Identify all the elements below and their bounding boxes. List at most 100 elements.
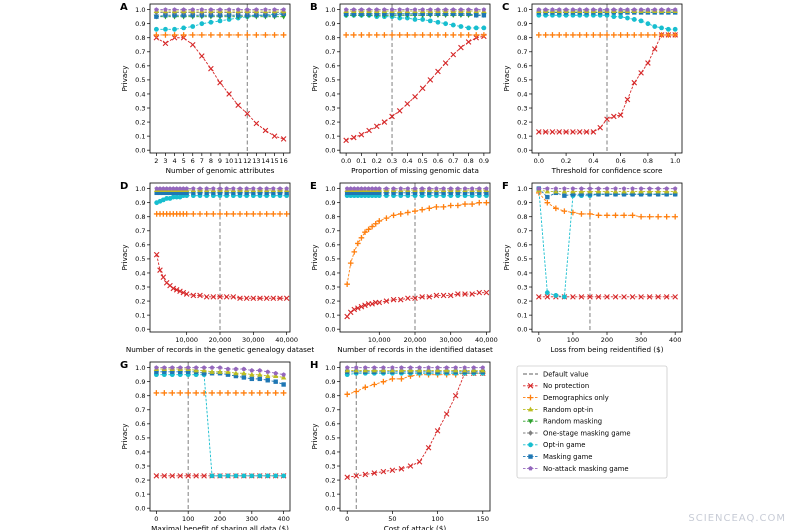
panel-d-series-masking-game	[154, 190, 289, 196]
panel-a-series-demographics-only-point	[171, 32, 178, 38]
panel-d-xtick-label: 10,000	[175, 336, 198, 344]
panel-b-series-no-attack-masking-game-point	[420, 7, 425, 12]
panel-a-series-no-protection-point	[171, 34, 178, 41]
panel-c-series-no-attack-masking-game-point	[550, 7, 555, 12]
panel-g-series-random-opt-in-point	[280, 374, 287, 380]
panel-f-series-demographics-only-point	[672, 213, 678, 220]
legend-label: No protection	[543, 382, 589, 390]
panel-f-series-masking-game-point	[604, 192, 610, 197]
panel-a-ytick-label: 0.4	[135, 90, 145, 98]
panel-b-series-no-attack-masking-game-point	[397, 7, 402, 12]
panel-b-series-no-protection-point	[396, 108, 403, 114]
legend-entry-one-stage-masking-game: One-stage masking game	[523, 429, 631, 437]
panel-c-series-no-protection-point	[570, 129, 576, 135]
panel-e-series-no-protection-point	[355, 305, 361, 311]
panel-e-series-demographics-only-point	[397, 211, 404, 217]
panel-d-series-no-protection-point	[183, 291, 190, 297]
panel-e-series-masking-game-point	[412, 190, 418, 196]
panel-b-series-no-protection-point	[373, 123, 380, 130]
panel-a-ytick-label: 1.0	[135, 6, 145, 14]
panel-b-series-masking-game-point	[466, 11, 471, 17]
panel-e-series-no-attack-masking-game-point	[362, 186, 368, 191]
panel-b-series-masking-game-point	[359, 11, 364, 17]
panel-b-series-opt-in-game-point	[397, 15, 403, 21]
panel-g-series-masking-game-point	[249, 376, 255, 382]
panel-a-series-no-protection-point	[244, 110, 251, 117]
panel-a-series-no-protection-point	[262, 127, 269, 134]
panel-a-series-no-protection-point	[162, 40, 169, 47]
panel-h-series-random-opt-in-point	[480, 367, 486, 373]
panel-e-series-demographics-only-point	[469, 201, 475, 207]
panel-d-series-masking-game-point	[204, 190, 209, 196]
panel-d-series-masking-game-point	[167, 190, 173, 196]
panel-a-series-opt-in-game-point	[163, 26, 168, 32]
panel-g-xtick-label: 100	[182, 515, 194, 523]
panel-a-series-opt-in-game-point	[208, 19, 214, 25]
panel-c-series-opt-in-game-point	[611, 14, 617, 20]
panel-f-series-no-attack-masking-game-point	[655, 186, 661, 191]
panel-c-series-demographics-only-point	[658, 32, 665, 38]
panel-f-series-no-attack-masking-game-point	[562, 186, 567, 191]
panel-a-series-no-attack-masking-game-point	[235, 7, 241, 12]
panel-d-series-no-attack-masking-game-point	[244, 186, 249, 191]
panel-f-series-random-opt-in-point	[570, 188, 576, 194]
panel-b-series-no-attack-masking-game-point	[428, 7, 433, 12]
panel-e-ytick-label: 0.2	[325, 297, 335, 305]
panel-a-series-masking-game-point	[154, 14, 159, 19]
panel-b-series-no-protection-point	[358, 131, 365, 138]
panel-e-series-no-attack-masking-game	[344, 186, 489, 191]
panel-f-series-no-protection-point	[646, 294, 653, 300]
panel-d-series-masking-game-point	[211, 190, 216, 196]
panel-d-xlabel: Number of records in the genetic genealo…	[126, 345, 315, 354]
panel-a-series-no-protection-point	[280, 136, 287, 142]
panel-h-ytick-label: 0.3	[325, 462, 335, 470]
panel-h-series-no-protection-point	[371, 470, 378, 476]
panel-b-series-no-protection-point	[427, 77, 434, 83]
panel-f-series-random-opt-in-point	[544, 188, 551, 194]
panel-g-series-random-opt-in-point	[209, 369, 215, 374]
panel-c-series-no-attack-masking-game-point	[618, 7, 623, 12]
panel-h-series-random-opt-in-point	[389, 367, 396, 373]
panel-f-series-demographics-only-point	[638, 213, 644, 220]
panel-e-ytick-label: 0.0	[325, 325, 335, 333]
panel-f-series-no-attack-masking-game-point	[604, 186, 610, 191]
panel-h-series-random-opt-in-point	[371, 367, 378, 373]
legend-swatch-marker	[527, 383, 534, 389]
panel-a-letter: A	[120, 2, 128, 13]
panel-a-series-no-attack-masking-game-point	[172, 7, 177, 12]
panel-f-ytick-label: 0.7	[517, 227, 527, 235]
panel-b-series-no-attack-masking-game-point	[458, 7, 464, 12]
panel-e-series-no-protection-point	[383, 298, 390, 304]
panel-e-series-masking-game-point	[384, 190, 389, 196]
legend-swatch-marker	[528, 430, 533, 436]
panel-b-series-demographics-only-point	[419, 32, 426, 38]
panel-h-series-random-opt-in-point	[434, 367, 441, 373]
panel-g-frame	[149, 361, 291, 512]
panel-e-xtick-label: 10,000	[368, 336, 391, 344]
panel-d-series-no-protection-point	[250, 295, 257, 302]
panel-e-series-demographics-only-point	[362, 229, 368, 235]
panel-a-ytick-label: 0.2	[135, 118, 145, 126]
panel-d-ytick-label: 0.6	[135, 241, 145, 249]
panel-b-series-masking-game-point	[366, 11, 372, 17]
panel-c-series-no-attack-masking-game-point	[645, 7, 651, 12]
panel-d-series-demographics-only-point	[237, 211, 243, 217]
panel-h-xtick-label: 100	[431, 515, 443, 523]
panel-b-series-opt-in-game-point	[404, 15, 410, 21]
panel-c-series-demographics-only-point	[624, 32, 631, 38]
legend-entry-random-masking: Random masking	[523, 418, 602, 426]
panel-a-series-demographics-only-point	[226, 32, 232, 38]
panel-e-series-demographics-only-point	[426, 205, 433, 212]
panel-f-ytick-label: 0.3	[517, 283, 527, 291]
panel-b-ytick-label: 0.7	[325, 48, 335, 56]
panel-f-series-no-attack-masking-game-point	[553, 186, 559, 191]
panel-b-series-no-protection-point	[450, 51, 457, 58]
panel-a-series-no-attack-masking-game-point	[217, 7, 223, 12]
panel-a-series-opt-in-game-point	[153, 26, 159, 32]
panel-e-series-no-attack-masking-game-point	[462, 186, 468, 191]
legend-entry-no-protection: No protection	[523, 382, 589, 390]
panel-h-plot-area	[344, 362, 486, 511]
panel-b-series-demographics-only-point	[442, 32, 449, 38]
panel-e-series-no-attack-masking-game-point	[373, 186, 378, 191]
panel-c: C 0.0 0.1 0.2 0.3 0.4 0.5 0.6 0.7 0.8 0.9 1.0 0.0 0.2…	[502, 2, 683, 175]
